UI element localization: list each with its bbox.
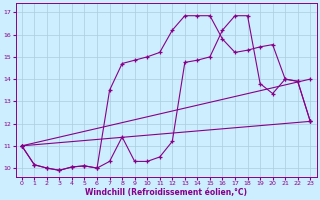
X-axis label: Windchill (Refroidissement éolien,°C): Windchill (Refroidissement éolien,°C) [85, 188, 247, 197]
